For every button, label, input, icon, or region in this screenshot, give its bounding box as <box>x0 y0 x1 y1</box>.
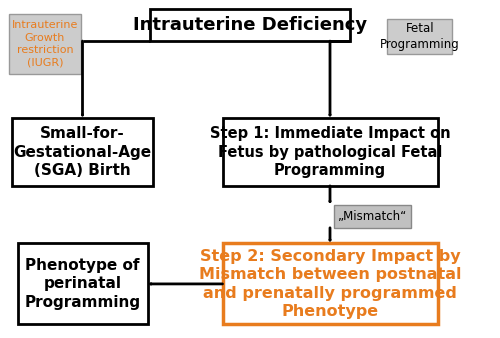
FancyBboxPatch shape <box>18 243 148 324</box>
Text: Fetal
Programming: Fetal Programming <box>380 22 460 51</box>
Text: Step 1: Immediate Impact on
Fetus by pathological Fetal
Programming: Step 1: Immediate Impact on Fetus by pat… <box>210 126 450 178</box>
Text: Intrauterine Deficiency: Intrauterine Deficiency <box>133 16 367 34</box>
Text: Step 2: Secondary Impact by
Mismatch between postnatal
and prenatally programmed: Step 2: Secondary Impact by Mismatch bet… <box>199 248 461 319</box>
Text: Intrauterine
Growth
restriction
(IUGR): Intrauterine Growth restriction (IUGR) <box>12 20 78 68</box>
Text: „Mismatch“: „Mismatch“ <box>338 210 407 223</box>
Text: Small-for-
Gestational-Age
(SGA) Birth: Small-for- Gestational-Age (SGA) Birth <box>14 126 151 178</box>
FancyBboxPatch shape <box>222 243 438 324</box>
FancyBboxPatch shape <box>222 118 438 186</box>
FancyBboxPatch shape <box>9 15 81 74</box>
FancyBboxPatch shape <box>388 19 452 54</box>
FancyBboxPatch shape <box>150 9 350 41</box>
Text: Phenotype of
perinatal
Programming: Phenotype of perinatal Programming <box>24 258 140 310</box>
FancyBboxPatch shape <box>12 118 152 186</box>
FancyBboxPatch shape <box>334 205 411 228</box>
